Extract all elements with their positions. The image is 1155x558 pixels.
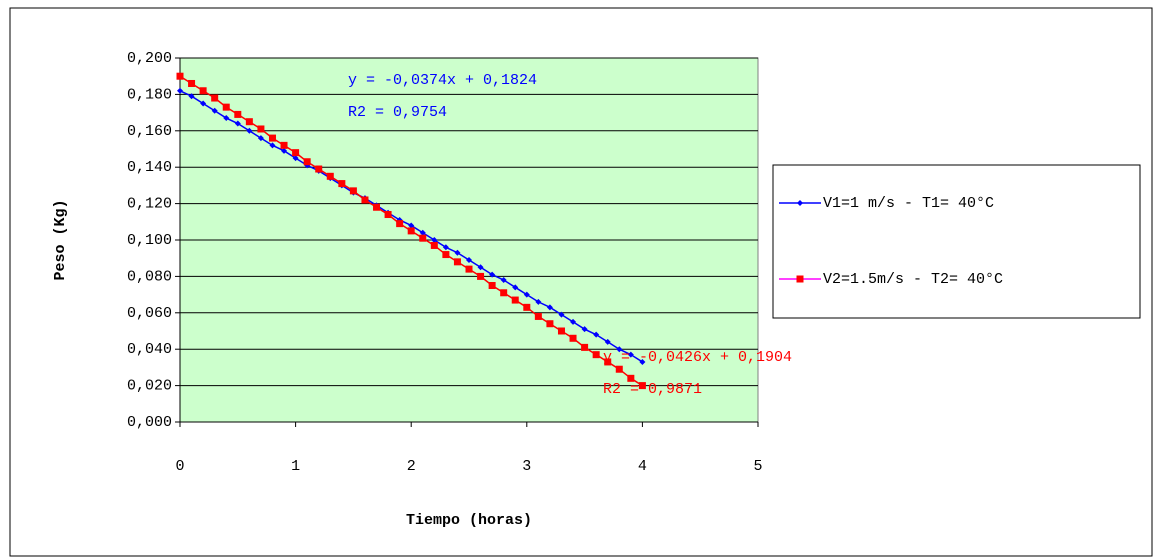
marker <box>188 80 195 87</box>
marker <box>281 142 288 149</box>
y-tick-label: 0,120 <box>127 196 172 213</box>
marker <box>616 366 623 373</box>
marker <box>581 344 588 351</box>
marker <box>454 258 461 265</box>
trendline-label: R2 = 0,9871 <box>603 381 702 398</box>
marker <box>269 135 276 142</box>
marker <box>246 118 253 125</box>
marker <box>558 328 565 335</box>
marker <box>177 73 184 80</box>
marker <box>431 242 438 249</box>
marker <box>500 289 507 296</box>
marker <box>593 351 600 358</box>
x-tick-label: 2 <box>407 458 416 475</box>
x-tick-label: 1 <box>291 458 300 475</box>
marker <box>419 235 426 242</box>
y-tick-label: 0,000 <box>127 414 172 431</box>
y-tick-label: 0,200 <box>127 50 172 67</box>
marker <box>385 211 392 218</box>
marker <box>477 273 484 280</box>
legend-label: V2=1.5m/s - T2= 40°C <box>823 271 1003 288</box>
x-axis-title: Tiempo (horas) <box>406 512 532 529</box>
trendline-label: y = -0,0426x + 0,1904 <box>603 349 792 366</box>
y-tick-label: 0,080 <box>127 268 172 285</box>
x-tick-label: 0 <box>175 458 184 475</box>
marker <box>338 180 345 187</box>
y-tick-label: 0,020 <box>127 378 172 395</box>
marker <box>373 204 380 211</box>
marker <box>442 251 449 258</box>
marker <box>200 87 207 94</box>
marker <box>489 282 496 289</box>
y-tick-label: 0,140 <box>127 159 172 176</box>
marker <box>408 227 415 234</box>
x-tick-label: 3 <box>522 458 531 475</box>
y-tick-label: 0,160 <box>127 123 172 140</box>
marker <box>292 149 299 156</box>
marker <box>315 166 322 173</box>
page: {"chart_data": { "type": "scatter", "x_l… <box>0 0 1155 558</box>
marker <box>570 335 577 342</box>
y-axis-title: Peso (Kg) <box>52 199 69 280</box>
marker <box>797 276 804 283</box>
marker <box>211 95 218 102</box>
marker <box>304 158 311 165</box>
legend-label: V1=1 m/s - T1= 40°C <box>823 195 994 212</box>
chart: Peso (Kg) Tiempo (horas) 0,000 0,020 0,040… <box>0 0 1155 558</box>
marker <box>396 220 403 227</box>
legend-box <box>773 165 1140 318</box>
marker <box>466 266 473 273</box>
marker <box>327 173 334 180</box>
marker <box>535 313 542 320</box>
marker <box>350 187 357 194</box>
x-tick-label: 4 <box>638 458 647 475</box>
y-tick-label: 0,180 <box>127 86 172 103</box>
marker <box>523 304 530 311</box>
x-tick-label: 5 <box>753 458 762 475</box>
marker <box>361 196 368 203</box>
marker <box>512 297 519 304</box>
trendline-label: R2 = 0,9754 <box>348 104 447 121</box>
y-tick-label: 0,060 <box>127 305 172 322</box>
y-tick-label: 0,100 <box>127 232 172 249</box>
y-tick-label: 0,040 <box>127 341 172 358</box>
marker <box>234 111 241 118</box>
marker <box>223 104 230 111</box>
trendline-label: y = -0,0374x + 0,1824 <box>348 72 537 89</box>
marker <box>546 320 553 327</box>
marker <box>257 125 264 132</box>
